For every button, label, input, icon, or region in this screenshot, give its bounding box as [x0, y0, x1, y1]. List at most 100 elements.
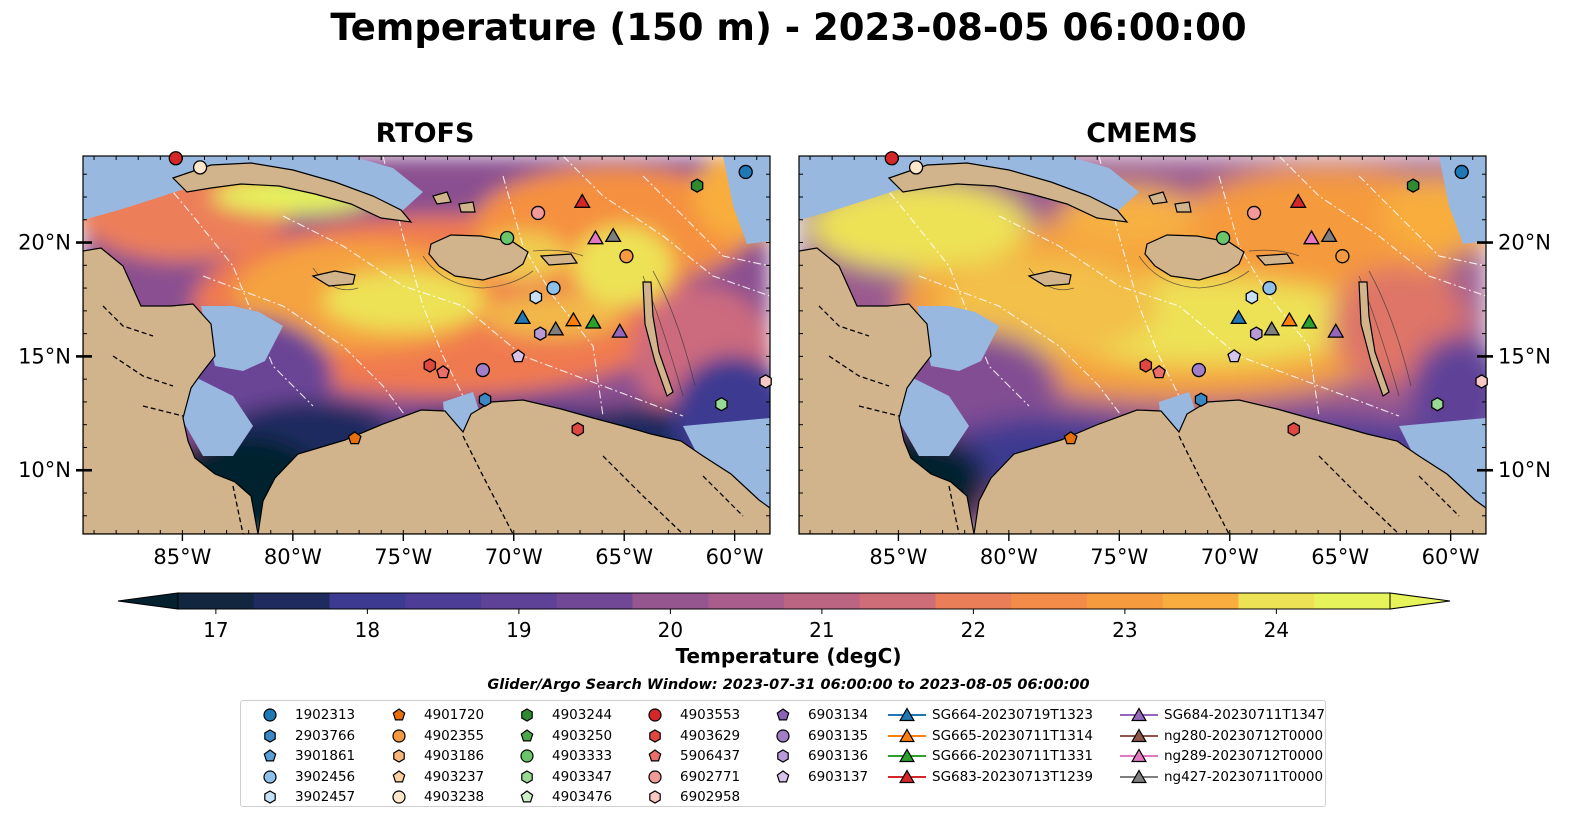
- legend-marker-icon: [520, 749, 534, 763]
- colorbar-tick-label: 18: [355, 618, 380, 642]
- legend-label: 6902958: [680, 789, 741, 805]
- colorbar-tick-label: 17: [203, 618, 228, 642]
- legend-marker-icon: [521, 769, 533, 784]
- legend-marker-icon: [1120, 748, 1158, 763]
- legend-marker-icon: [888, 727, 926, 742]
- observation-marker: [1327, 322, 1345, 338]
- lat-tick-label: 15°N: [1498, 344, 1551, 368]
- lat-tick-label: 20°N: [18, 231, 71, 255]
- lon-tick-label: 65°W: [595, 545, 653, 569]
- observation-marker: [1191, 362, 1206, 378]
- legend-label: 4903553: [680, 707, 741, 723]
- legend-marker-icon: [776, 769, 790, 782]
- lon-tick-label: 80°W: [264, 545, 322, 569]
- legend-marker-icon: [888, 707, 926, 722]
- figure-title: Temperature (150 m) - 2023-08-05 06:00:0…: [330, 6, 1247, 49]
- legend-label: 6903137: [808, 768, 869, 785]
- legend-marker-icon: [888, 768, 926, 783]
- colorbar-segment: [1011, 593, 1088, 609]
- legend-marker-icon: [649, 728, 661, 743]
- colorbar-segment: [1087, 593, 1164, 609]
- legend-marker-icon: [263, 708, 277, 722]
- legend-marker-icon: [392, 708, 406, 721]
- observation-marker: [478, 392, 492, 407]
- map-axes: 85°W 80°W 75°W 70°W 65°W 60°W 10°N 15°N 20°N 85°W…: [18, 156, 1551, 569]
- legend-label: 4901720: [424, 707, 485, 723]
- cmems-map: [798, 155, 1487, 535]
- colorbar-segment: [1238, 593, 1315, 609]
- legend-label: 4903244: [552, 707, 613, 723]
- lat-tick-label: 20°N: [1498, 231, 1551, 255]
- legend-marker-icon: [1120, 707, 1158, 722]
- observation-marker: [1300, 313, 1318, 329]
- lon-tick-label: 85°W: [153, 545, 211, 569]
- observation-marker: [547, 320, 565, 336]
- colorbar-segment: [481, 593, 558, 609]
- legend-label: 6903134: [808, 707, 869, 723]
- legend-label: 4903186: [424, 748, 485, 764]
- legend-marker-icon: [392, 728, 406, 743]
- observation-marker: [1249, 326, 1263, 341]
- observation-marker: [1227, 349, 1242, 363]
- legend-label: 4903629: [680, 727, 741, 744]
- lon-tick-label: 60°W: [706, 545, 764, 569]
- observation-marker: [1215, 230, 1231, 246]
- colorbar-segment: [632, 593, 709, 609]
- legend-label: 2903766: [295, 727, 356, 744]
- observation-marker: [436, 364, 450, 379]
- legend-label: 4903333: [552, 748, 613, 764]
- legend-label: 6902771: [680, 768, 741, 785]
- figure-canvas: 85°W 80°W 75°W 70°W 65°W 60°W 10°N 15°N 20°N 85°W…: [18, 151, 1551, 642]
- legend-label: 4903237: [424, 768, 485, 785]
- legend-marker-icon: [392, 769, 406, 782]
- observation-marker: [1194, 392, 1208, 407]
- legend-marker-icon: [648, 749, 662, 762]
- legend-label: SG666-20230711T1331: [932, 748, 1093, 764]
- observation-marker: [908, 160, 924, 175]
- lon-tick-label: 85°W: [869, 545, 927, 569]
- legend-label: 3902456: [295, 768, 356, 785]
- observation-marker: [1289, 193, 1307, 208]
- colorbar-segment: [329, 593, 406, 609]
- lat-tick-label: 10°N: [1498, 458, 1551, 482]
- observation-marker: [1245, 289, 1259, 305]
- observation-marker: [1230, 309, 1248, 325]
- legend-label: 6903136: [808, 748, 869, 764]
- legend-label: ng289-20230712T0000: [1164, 748, 1324, 764]
- legend-marker-icon: [393, 749, 405, 763]
- colorbar-segment: [178, 593, 255, 609]
- colorbar-segment: [556, 593, 633, 609]
- observation-marker: [347, 431, 362, 445]
- legend-marker-icon: [520, 790, 534, 803]
- legend-label: SG665-20230711T1314: [932, 727, 1093, 744]
- colorbar-tick-label: 23: [1112, 618, 1137, 642]
- colorbar-segment: [253, 593, 330, 609]
- legend-marker-icon: [777, 749, 789, 763]
- legend-label: 3902457: [295, 789, 356, 805]
- legend-label: 4903238: [424, 789, 485, 805]
- observation-marker: [573, 193, 591, 208]
- observation-marker: [1246, 205, 1262, 221]
- colorbar-tick-label: 20: [658, 618, 683, 642]
- observation-marker: [192, 160, 208, 175]
- search-window-label: Glider/Argo Search Window: 2023-07-31 06…: [487, 677, 1090, 693]
- legend-marker-icon: [1120, 727, 1158, 742]
- lat-tick-label: 10°N: [18, 458, 71, 482]
- observation-marker: [530, 205, 546, 221]
- colorbar-tick-label: 21: [809, 618, 834, 642]
- observation-marker: [529, 289, 543, 305]
- observation-marker: [604, 227, 622, 243]
- lon-tick-label: 75°W: [374, 545, 432, 569]
- observation-marker: [533, 326, 547, 341]
- legend-label: ng427-20230711T0000: [1164, 768, 1324, 785]
- legend-label: 3901861: [295, 748, 356, 764]
- colorbar-tick-label: 19: [506, 618, 531, 642]
- colorbar-extend-min: [117, 592, 179, 610]
- legend-label: 6903135: [808, 727, 869, 744]
- observation-marker: [759, 374, 772, 389]
- legend-label: 5906437: [680, 748, 741, 764]
- observation-marker: [475, 362, 490, 378]
- legend-label: ng280-20230712T0000: [1164, 727, 1324, 744]
- observation-markers: [168, 151, 1488, 445]
- observation-marker: [511, 349, 526, 363]
